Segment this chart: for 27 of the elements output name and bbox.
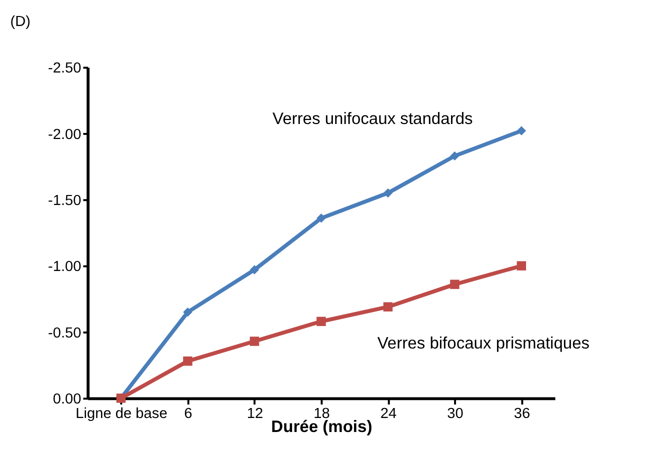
point <box>383 188 393 198</box>
series-label: Verres bifocaux prismatiques <box>377 334 590 353</box>
x-tick-label: 24 <box>380 406 397 422</box>
y-tick-label: -2.50 <box>48 60 82 77</box>
point <box>183 308 192 317</box>
y-tick-label: -1.00 <box>48 259 82 276</box>
x-tick-label: Ligne de base <box>76 406 168 422</box>
y-tick-label: 0.00 <box>52 392 82 408</box>
x-tick-label: 30 <box>447 406 464 422</box>
point <box>316 316 326 326</box>
x-tick-label: 6 <box>184 406 192 422</box>
point <box>450 280 460 289</box>
y-axis-title: (D) <box>10 14 30 30</box>
y-tick-label: -1.50 <box>48 192 82 209</box>
point <box>383 302 393 312</box>
point <box>316 214 326 223</box>
point <box>450 151 460 161</box>
x-tick-label: 36 <box>514 406 530 422</box>
point <box>183 356 192 366</box>
y-tick-label: -2.00 <box>48 126 82 143</box>
point <box>516 261 526 270</box>
point <box>250 265 260 274</box>
x-tick-label: 12 <box>246 406 264 422</box>
series-label: Verres unifocaux standards <box>272 108 473 128</box>
y-tick-label: -0.50 <box>48 325 82 342</box>
point <box>250 336 260 346</box>
point <box>516 126 526 136</box>
